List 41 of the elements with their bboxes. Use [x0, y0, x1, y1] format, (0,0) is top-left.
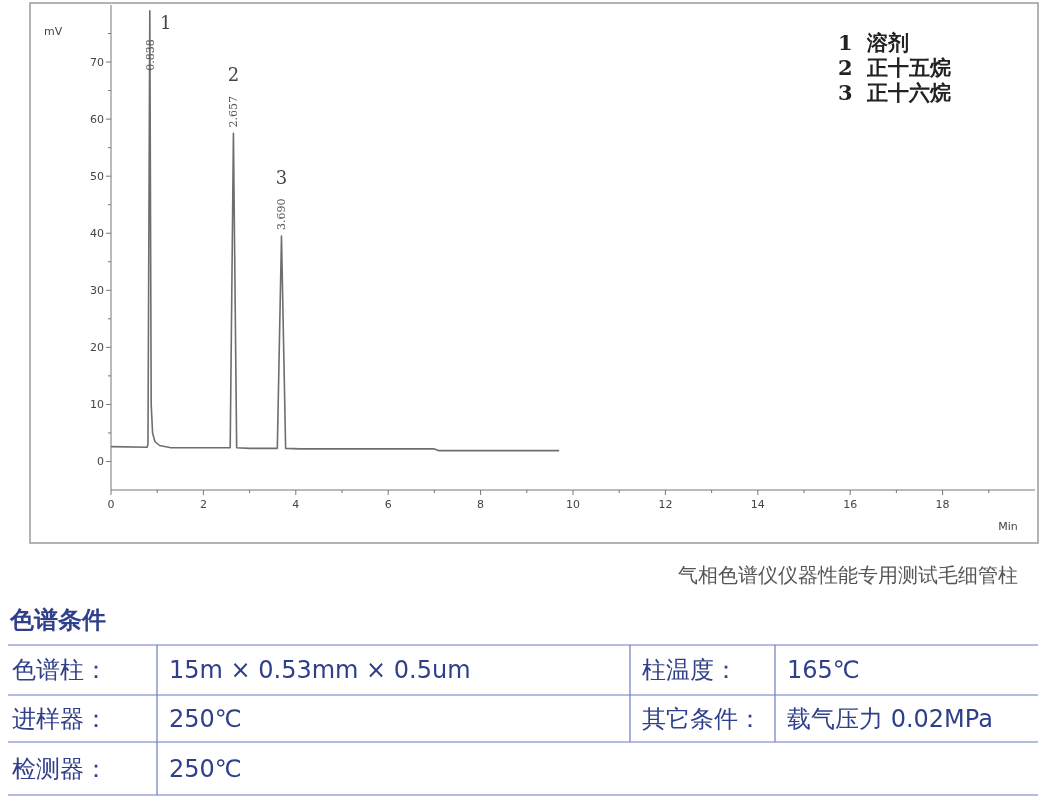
text: 15m × 0.53mm × 0.5um [169, 656, 471, 685]
text: 250℃ [169, 754, 242, 783]
x-tick-label: 16 [843, 498, 858, 511]
x-tick-label: 14 [750, 498, 765, 511]
y-tick-label: 40 [90, 227, 104, 241]
annotation: 3 [275, 167, 288, 189]
y-tick-label: 0 [97, 455, 104, 469]
y-tick-label: 30 [90, 284, 104, 298]
text: 检测器： [12, 754, 108, 783]
text: 165℃ [787, 656, 860, 685]
text: 柱温度： [642, 656, 738, 685]
annotation: 2 [227, 64, 240, 86]
x-tick-label: 12 [658, 498, 673, 511]
annotation: 2 正十五烷 [838, 55, 952, 80]
y-tick-label: 20 [90, 341, 104, 355]
x-tick-label: 10 [566, 498, 580, 511]
y-tick-label: 50 [90, 170, 104, 184]
x-tick-label: 0 [107, 498, 115, 511]
text: 进样器： [12, 704, 108, 733]
y-axis-title: mV [44, 25, 63, 38]
x-axis-title: Min [998, 520, 1018, 533]
annotation: 3 正十六烷 [838, 80, 952, 105]
x-tick-label: 6 [384, 498, 392, 511]
annotation: 1 [160, 11, 172, 33]
x-tick-label: 18 [935, 498, 950, 511]
x-tick-label: 4 [292, 498, 300, 511]
y-tick-label: 10 [90, 398, 104, 412]
text: 色谱柱： [12, 656, 108, 685]
annotation: 2.657 [227, 95, 241, 128]
x-tick-label: 2 [199, 498, 207, 511]
y-tick-label: 60 [90, 112, 104, 126]
x-tick-label: 8 [477, 498, 485, 511]
text: 色谱条件 [9, 606, 106, 634]
annotation: 1 溶剂 [838, 30, 910, 55]
text: 载气压力 0.02MPa [787, 704, 993, 733]
text: 气相色谱仪仪器性能专用测试毛细管柱 [678, 563, 1018, 587]
annotation: 3.690 [275, 198, 289, 231]
annotation: 0.838 [143, 39, 157, 71]
text: 其它条件： [642, 704, 762, 733]
text: 250℃ [169, 704, 242, 733]
y-tick-label: 70 [90, 55, 104, 69]
